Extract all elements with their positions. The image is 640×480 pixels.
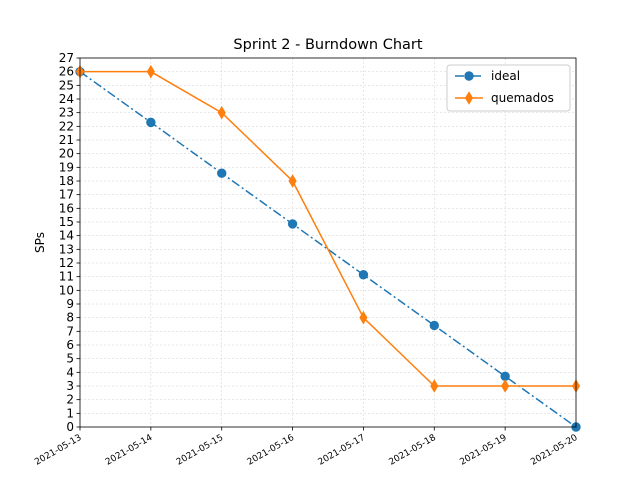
y-tick-label: 15 bbox=[59, 215, 74, 229]
y-tick-label: 0 bbox=[66, 420, 74, 434]
y-tick-label: 7 bbox=[66, 324, 74, 338]
y-tick-label: 13 bbox=[59, 242, 74, 256]
y-tick-label: 2 bbox=[66, 393, 74, 407]
y-tick-label: 26 bbox=[59, 65, 74, 79]
legend-label-ideal: ideal bbox=[491, 69, 520, 83]
grid bbox=[79, 57, 577, 428]
data-point-quemados bbox=[146, 64, 155, 79]
y-tick-label: 27 bbox=[59, 51, 74, 65]
y-tick-label: 21 bbox=[59, 133, 74, 147]
data-point-ideal bbox=[429, 320, 439, 331]
y-tick-label: 19 bbox=[59, 160, 74, 174]
y-tick-label: 3 bbox=[66, 379, 74, 393]
plot-frame bbox=[79, 57, 577, 428]
data-point-quemados bbox=[430, 379, 439, 393]
y-tick-label: 24 bbox=[59, 92, 74, 106]
y-tick-label: 14 bbox=[59, 229, 74, 243]
data-point-ideal bbox=[146, 117, 156, 128]
legend: ideal quemados bbox=[446, 64, 571, 112]
chart-title: Sprint 2 - Burndown Chart bbox=[233, 37, 422, 53]
data-point-ideal bbox=[358, 270, 369, 280]
y-tick-label: 6 bbox=[66, 338, 74, 352]
y-tick-label: 9 bbox=[66, 297, 74, 311]
data-point-quemados bbox=[501, 379, 510, 393]
y-tick-label: 23 bbox=[59, 106, 74, 120]
y-axis-label: SPs bbox=[33, 232, 47, 253]
data-point-quemados bbox=[217, 105, 226, 120]
y-tick-label: 10 bbox=[59, 283, 74, 297]
y-tick-label: 12 bbox=[59, 256, 74, 270]
series-line-quemados bbox=[80, 70, 576, 387]
y-tick-label: 11 bbox=[59, 270, 74, 284]
y-tick-label: 18 bbox=[59, 174, 74, 188]
legend-marker-ideal bbox=[464, 71, 474, 81]
y-tick-label: 5 bbox=[66, 352, 74, 366]
data-point-quemados bbox=[288, 174, 297, 188]
y-tick-label: 17 bbox=[59, 188, 74, 202]
data-point-ideal bbox=[217, 168, 227, 178]
legend-label-quemados: quemados bbox=[491, 91, 554, 105]
data-point-quemados bbox=[359, 310, 368, 325]
data-point-ideal bbox=[287, 219, 298, 229]
y-tick-label: 1 bbox=[66, 406, 74, 420]
y-tick-label: 25 bbox=[59, 78, 74, 92]
y-tick-label: 16 bbox=[59, 201, 74, 215]
y-tick-label: 20 bbox=[59, 147, 74, 161]
y-tick-label: 8 bbox=[66, 311, 74, 325]
y-tick-label: 4 bbox=[66, 365, 74, 379]
legend-marker-quemados bbox=[464, 91, 474, 105]
series-quemados bbox=[75, 64, 581, 393]
y-tick-label: 22 bbox=[59, 119, 74, 133]
